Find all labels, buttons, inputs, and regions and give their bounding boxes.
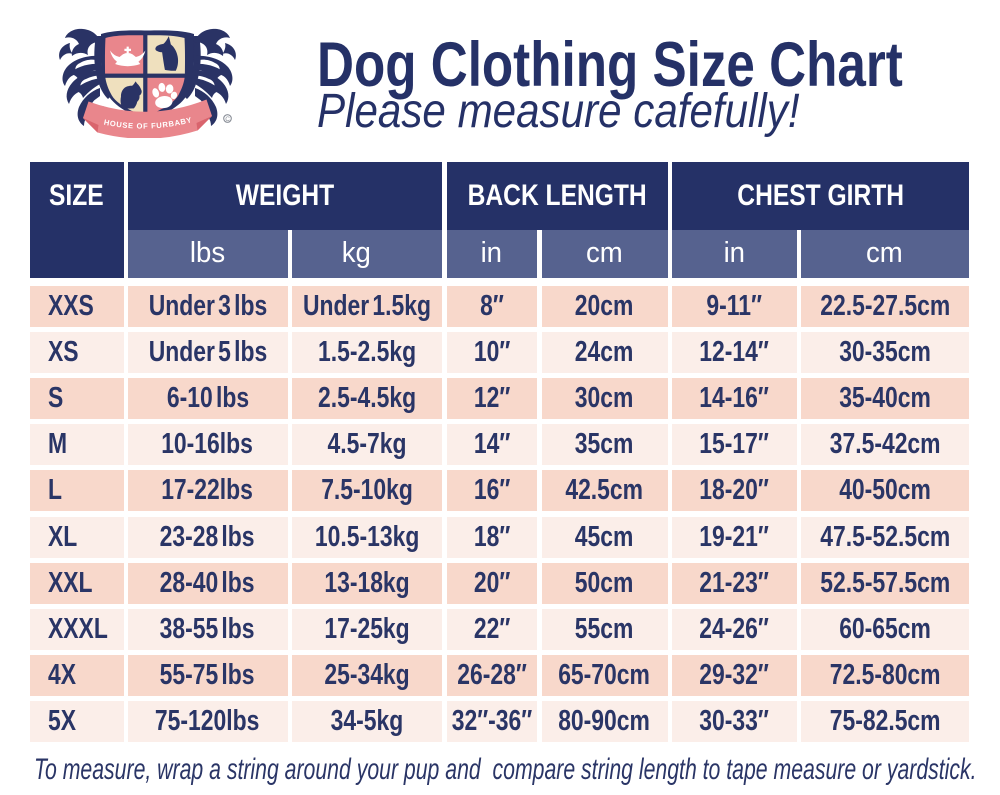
svg-text:C: C (225, 116, 230, 123)
